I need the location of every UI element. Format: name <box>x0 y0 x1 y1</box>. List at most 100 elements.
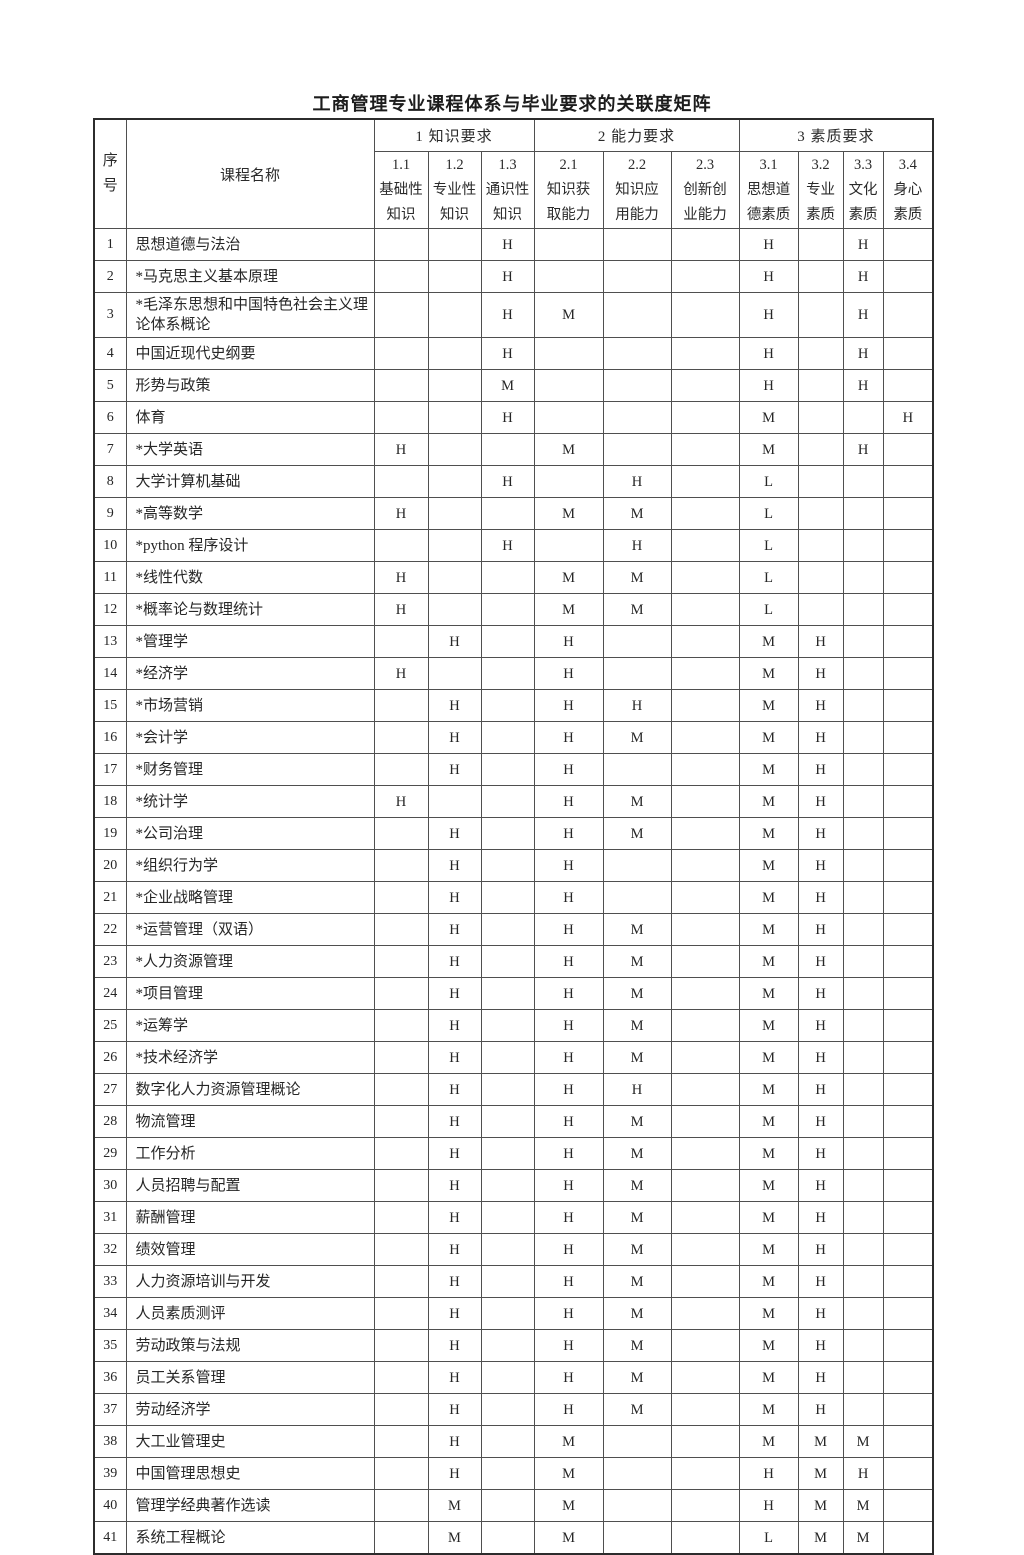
group-header-3: 3 素质要求 <box>738 118 934 152</box>
cell-3.3 <box>842 721 884 754</box>
subheader-3.4: 3.4 身心 素质 <box>882 151 934 229</box>
cell-2.3 <box>670 401 740 434</box>
course-name: 人员素质测评 <box>125 1297 375 1330</box>
cell-3.3: M <box>842 1521 884 1555</box>
row-number: 15 <box>93 689 127 722</box>
cell-2.2: M <box>602 1041 672 1074</box>
cell-2.3 <box>670 465 740 498</box>
subheader-line: 2.2 <box>627 156 647 173</box>
course-name: *统计学 <box>125 785 375 818</box>
cell-1.3 <box>480 1425 535 1458</box>
cell-3.1: M <box>738 977 799 1010</box>
row-number: 33 <box>93 1265 127 1298</box>
cell-3.1: M <box>738 1297 799 1330</box>
subheader-line: 德素质 <box>746 206 791 223</box>
cell-3.2: H <box>797 1297 844 1330</box>
cell-1.3: H <box>480 260 535 293</box>
cell-1.3 <box>480 753 535 786</box>
cell-3.1: M <box>738 401 799 434</box>
group-header-1: 1 知识要求 <box>373 118 535 152</box>
cell-2.2: M <box>602 945 672 978</box>
table-row: 11 *线性代数 H M M L <box>93 561 934 594</box>
cell-1.1 <box>373 337 429 370</box>
subheader-2.1: 2.1 知识获 取能力 <box>533 151 604 229</box>
table-row: 36 员工关系管理 H H M M H <box>93 1361 934 1394</box>
cell-1.3: H <box>480 401 535 434</box>
cell-3.4 <box>882 593 934 626</box>
cell-2.2 <box>602 401 672 434</box>
correlation-matrix-table: 序 号 课程名称 1 知识要求 2 能力要求 3 素质要求 1.1 基础性 知识 1.2 专… <box>93 118 935 1555</box>
course-name: *经济学 <box>125 657 375 690</box>
cell-3.2 <box>797 337 844 370</box>
subheader-line: 知识 <box>386 206 416 223</box>
cell-2.3 <box>670 497 740 530</box>
cell-1.1 <box>373 465 429 498</box>
subheader-line: 3.4 <box>898 156 917 173</box>
group-header-row: 序 号 课程名称 1 知识要求 2 能力要求 3 素质要求 <box>93 118 934 229</box>
cell-1.1 <box>373 881 429 914</box>
cell-2.2: M <box>602 1233 672 1266</box>
cell-2.2: M <box>602 561 672 594</box>
cell-3.1: L <box>738 465 799 498</box>
cell-3.1: L <box>738 529 799 562</box>
cell-1.3 <box>480 625 535 658</box>
cell-1.2 <box>427 465 482 498</box>
cell-3.1: M <box>738 1201 799 1234</box>
cell-2.3 <box>670 945 740 978</box>
cell-3.1: M <box>738 817 799 850</box>
cell-1.3 <box>480 817 535 850</box>
cell-1.3 <box>480 1073 535 1106</box>
cell-2.3 <box>670 913 740 946</box>
subheader-2.3: 2.3 创新创 业能力 <box>670 151 740 229</box>
row-number: 34 <box>93 1297 127 1330</box>
header-index-line2: 号 <box>102 178 118 194</box>
cell-1.1 <box>373 1425 429 1458</box>
table-row: 23 *人力资源管理 H H M M H <box>93 945 934 978</box>
cell-2.2: M <box>602 1137 672 1170</box>
table-row: 37 劳动经济学 H H M M H <box>93 1393 934 1426</box>
cell-3.3 <box>842 1297 884 1330</box>
subheader-line: 素质 <box>848 206 878 223</box>
cell-2.3 <box>670 593 740 626</box>
cell-2.2 <box>602 625 672 658</box>
cell-3.3: M <box>842 1489 884 1522</box>
cell-3.4 <box>882 337 934 370</box>
subheader-1.3: 1.3 通识性 知识 <box>480 151 535 229</box>
cell-1.3 <box>480 785 535 818</box>
cell-1.2: H <box>427 945 482 978</box>
cell-2.1: M <box>533 561 604 594</box>
cell-2.3 <box>670 657 740 690</box>
table-row: 1 思想道德与法治 H H H <box>93 228 934 261</box>
cell-3.2: H <box>797 881 844 914</box>
table-row: 25 *运筹学 H H M M H <box>93 1009 934 1042</box>
cell-3.2: H <box>797 1201 844 1234</box>
table-row: 24 *项目管理 H H M M H <box>93 977 934 1010</box>
table-row: 12 *概率论与数理统计 H M M L <box>93 593 934 626</box>
cell-2.2 <box>602 849 672 882</box>
cell-1.2: H <box>427 817 482 850</box>
cell-3.1: M <box>738 689 799 722</box>
row-number: 12 <box>93 593 127 626</box>
subheader-2.2: 2.2 知识应 用能力 <box>602 151 672 229</box>
cell-2.3 <box>670 977 740 1010</box>
cell-3.1: M <box>738 1105 799 1138</box>
cell-1.3: H <box>480 228 535 261</box>
cell-1.1 <box>373 1073 429 1106</box>
cell-1.2: H <box>427 625 482 658</box>
row-number: 2 <box>93 260 127 293</box>
cell-3.4 <box>882 1297 934 1330</box>
cell-1.2 <box>427 529 482 562</box>
cell-3.3 <box>842 881 884 914</box>
cell-2.2: H <box>602 1073 672 1106</box>
cell-3.3: H <box>842 369 884 402</box>
cell-3.3 <box>842 1105 884 1138</box>
cell-3.4 <box>882 689 934 722</box>
cell-3.3 <box>842 785 884 818</box>
cell-2.1: H <box>533 689 604 722</box>
row-number: 29 <box>93 1137 127 1170</box>
cell-3.1: L <box>738 497 799 530</box>
cell-1.2: H <box>427 1361 482 1394</box>
cell-1.1 <box>373 228 429 261</box>
cell-1.3 <box>480 1329 535 1362</box>
subheader-line: 3.1 <box>759 156 778 173</box>
